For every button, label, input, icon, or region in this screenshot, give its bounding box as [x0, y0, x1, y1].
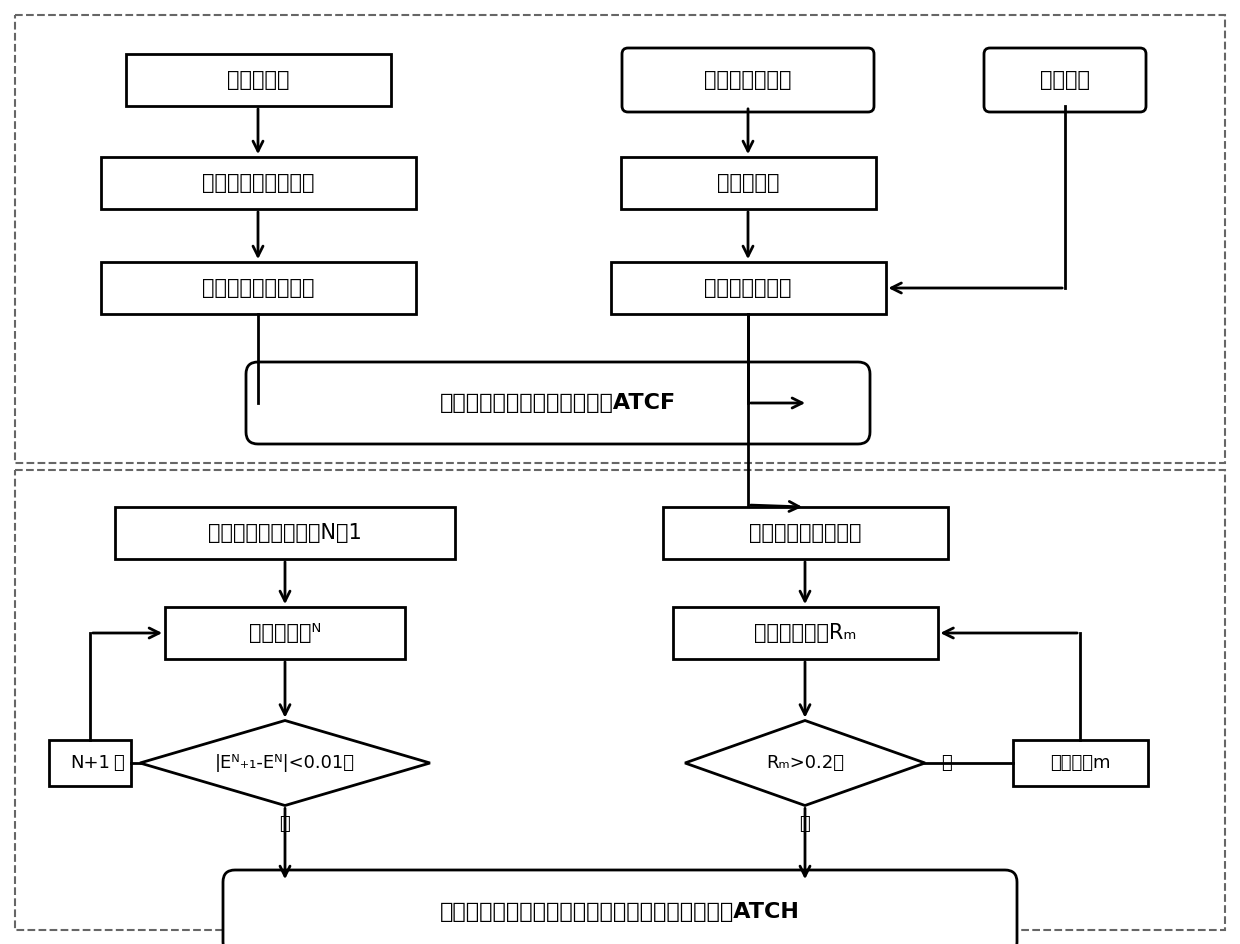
- FancyBboxPatch shape: [115, 507, 455, 559]
- FancyBboxPatch shape: [165, 607, 405, 659]
- Text: N+1: N+1: [71, 754, 110, 772]
- FancyBboxPatch shape: [1013, 740, 1147, 786]
- FancyBboxPatch shape: [125, 54, 391, 106]
- FancyBboxPatch shape: [15, 15, 1225, 463]
- Text: 地表温度年变化模型统一范式ATCF: 地表温度年变化模型统一范式ATCF: [440, 393, 676, 413]
- Text: 数据预处理: 数据预处理: [717, 173, 779, 193]
- Text: 删除数据m: 删除数据m: [1050, 754, 1110, 772]
- FancyBboxPatch shape: [50, 740, 131, 786]
- Text: |Eᴺ₊₁-Eᴺ|<0.01？: |Eᴺ₊₁-Eᴺ|<0.01？: [215, 754, 355, 772]
- Text: 计算相关系数Rₘ: 计算相关系数Rₘ: [754, 623, 856, 643]
- FancyBboxPatch shape: [15, 470, 1225, 930]
- Text: 统计型时间序列模型: 统计型时间序列模型: [202, 278, 314, 298]
- FancyBboxPatch shape: [622, 48, 874, 112]
- FancyBboxPatch shape: [610, 262, 885, 314]
- Text: 是: 是: [280, 815, 290, 833]
- Text: 半物理模型: 半物理模型: [227, 70, 289, 90]
- Text: 地表温度: 地表温度: [1040, 70, 1090, 90]
- FancyBboxPatch shape: [620, 157, 875, 209]
- Text: 气象，地表数据: 气象，地表数据: [704, 70, 792, 90]
- FancyBboxPatch shape: [223, 870, 1017, 944]
- Text: 是: 是: [800, 815, 811, 833]
- Polygon shape: [684, 720, 925, 805]
- Text: 否: 否: [941, 754, 952, 772]
- FancyBboxPatch shape: [672, 607, 937, 659]
- FancyBboxPatch shape: [985, 48, 1146, 112]
- FancyBboxPatch shape: [100, 157, 415, 209]
- Text: 设置正弦型函数维度N为1: 设置正弦型函数维度N为1: [208, 523, 362, 543]
- Text: 计算精度Ｄᴺ: 计算精度Ｄᴺ: [249, 623, 321, 643]
- FancyBboxPatch shape: [662, 507, 947, 559]
- Text: 正弦型函数维度拓展: 正弦型函数维度拓展: [202, 173, 314, 193]
- FancyBboxPatch shape: [246, 362, 870, 444]
- Text: 线性回归表达式: 线性回归表达式: [704, 278, 792, 298]
- Text: 否: 否: [113, 754, 123, 772]
- Text: 顾及算法复杂度和泛化能力的地表温度年变化模型ATCH: 顾及算法复杂度和泛化能力的地表温度年变化模型ATCH: [440, 902, 800, 922]
- Text: 气象，地表数据选择: 气象，地表数据选择: [749, 523, 862, 543]
- Polygon shape: [140, 720, 430, 805]
- FancyBboxPatch shape: [100, 262, 415, 314]
- Text: Rₘ>0.2？: Rₘ>0.2？: [766, 754, 844, 772]
